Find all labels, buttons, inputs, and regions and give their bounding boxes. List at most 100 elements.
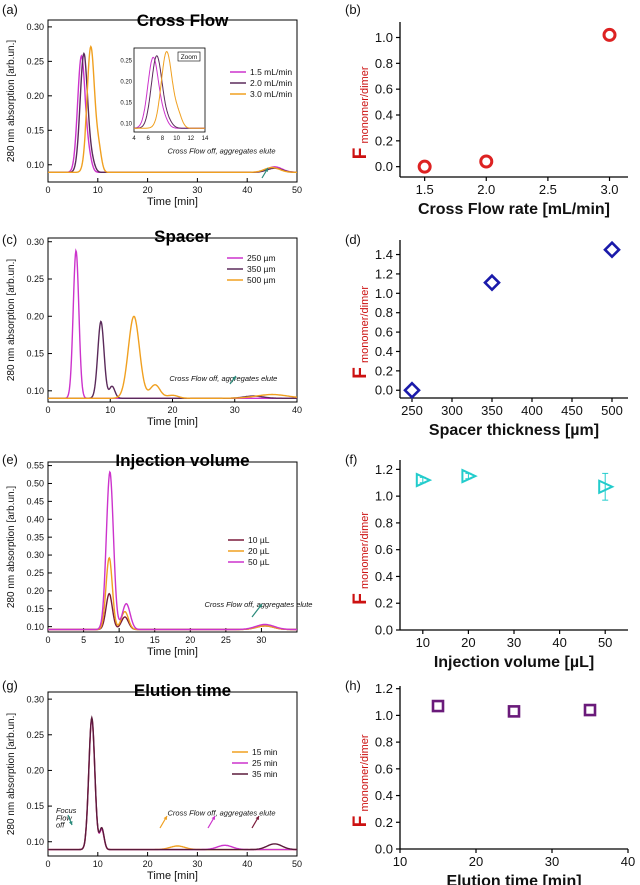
panel-label: (a): [2, 2, 18, 17]
x-tick-label: 25: [221, 635, 231, 645]
x-tick-label: 40: [292, 405, 302, 415]
panel-label: (f): [345, 452, 357, 467]
x-axis-label: Time [min]: [147, 646, 198, 658]
y-tick-label: 0.30: [26, 550, 44, 560]
x-tick-label: 50: [292, 185, 302, 195]
y-tick-label: 0.25: [26, 730, 44, 740]
y-tick-label: 0.20: [26, 766, 44, 776]
y-tick-label: 0.15: [26, 349, 44, 359]
y-tick-label: 0.45: [26, 497, 44, 507]
y-tick-label: 0.2: [375, 133, 393, 148]
x-tick-label: 10: [93, 859, 103, 869]
annotation-focus-flow: off: [56, 820, 65, 829]
focus-arrow-head: [68, 821, 73, 825]
x-tick-label: 250: [401, 403, 423, 418]
chart-title: Cross Flow: [137, 11, 229, 30]
y-tick-label: 1.4: [375, 247, 393, 262]
x-tick-label: 1.5: [416, 182, 434, 197]
legend-entry: 350 µm: [247, 264, 276, 274]
legend-entry: 500 µm: [247, 275, 276, 285]
y-tick-label: 0.4: [375, 344, 393, 359]
x-tick-label: 40: [621, 854, 635, 869]
legend-entry: 3.0 mL/min: [250, 89, 292, 99]
inset-x-tick-label: 12: [187, 136, 194, 142]
data-point: [602, 27, 617, 42]
legend-entry: 10 µL: [248, 535, 270, 545]
x-axis-label: Elution time [min]: [446, 873, 581, 885]
plot-frame: [47, 19, 298, 183]
inset-x-tick-label: 14: [202, 136, 209, 142]
y-tick-label: 0.4: [375, 108, 393, 123]
y-axis-label-main: F: [350, 593, 371, 605]
y-tick-label: 0.10: [26, 622, 44, 632]
y-tick-label: 0.50: [26, 479, 44, 489]
y-tick-label: 0.6: [375, 761, 393, 776]
y-tick-label: 0.0: [375, 842, 393, 857]
panel-label: (d): [345, 232, 361, 247]
x-tick-label: 30: [230, 405, 240, 415]
y-tick-label: 0.20: [26, 91, 44, 101]
data-point: [431, 699, 445, 713]
x-tick-label: 40: [242, 859, 252, 869]
y-tick-label: 0.20: [26, 586, 44, 596]
x-tick-label: 50: [292, 859, 302, 869]
y-tick-label: 0.30: [26, 694, 44, 704]
y-tick-label: 0.15: [26, 604, 44, 614]
x-tick-label: 20: [167, 405, 177, 415]
x-tick-label: 30: [256, 635, 266, 645]
y-tick-label: 0.10: [26, 386, 44, 396]
legend-entry: 250 µm: [247, 253, 276, 263]
inset-zoom-box: [177, 51, 201, 62]
legend-entry: 50 µL: [248, 557, 270, 567]
inset-x-tick-label: 4: [132, 136, 136, 142]
annotation-text: Cross Flow off, aggregates elute: [168, 808, 276, 817]
x-tick-label: 40: [552, 635, 566, 650]
x-tick-label: 50: [598, 635, 612, 650]
y-axis-label: 280 nm absorption [arb.un.]: [6, 40, 17, 163]
y-axis-label: 280 nm absorption [arb.un.]: [6, 486, 17, 609]
x-tick-label: 40: [242, 185, 252, 195]
series-line-3: [48, 315, 297, 399]
y-tick-label: 1.0: [375, 286, 393, 301]
inset-zoom: 4 6 8 10 12 14 0.10 0.15 0.20 0.25 Zoom: [120, 47, 209, 142]
y-axis-label: 280 nm absorption [arb.un.]: [6, 713, 17, 836]
y-tick-label: 0.10: [26, 160, 44, 170]
panel-label: (c): [2, 232, 17, 247]
x-tick-label: 15: [150, 635, 160, 645]
series-line-3: [48, 470, 297, 631]
data-point: [417, 159, 432, 174]
data-point: [415, 472, 433, 488]
x-tick-label: 450: [561, 403, 583, 418]
y-tick-label: 0.8: [375, 56, 393, 71]
plot-frame: [47, 691, 298, 857]
x-axis-label: Injection volume [µL]: [434, 654, 594, 671]
x-axis-label: Time [min]: [147, 870, 198, 882]
panel-d: 250 300 350 400 450 500 0.0 0.2 0.4 0.6 0.8 1.0 1.2 1…: [350, 240, 628, 439]
data-point: [479, 154, 494, 169]
inset-series-line-3: [134, 51, 205, 129]
y-tick-label: 0.4: [375, 569, 393, 584]
y-tick-label: 0.30: [26, 22, 44, 32]
y-tick-label: 0.15: [26, 125, 44, 135]
y-tick-label: 0.6: [375, 325, 393, 340]
chart-title: Spacer: [154, 227, 211, 246]
y-tick-label: 0.6: [375, 542, 393, 557]
x-tick-label: 400: [521, 403, 543, 418]
y-tick-label: 0.10: [26, 837, 44, 847]
legend-entry: 2.0 mL/min: [250, 78, 292, 88]
panel-f: 10 20 30 40 50 0.0 0.2 0.4 0.6 0.8 1.0 1.2 Injection…: [350, 460, 628, 671]
data-point: [603, 240, 621, 259]
legend-entry: 25 min: [252, 758, 278, 768]
x-tick-label: 20: [185, 635, 195, 645]
y-axis-label-main: F: [350, 148, 371, 160]
y-tick-label: 1.0: [375, 489, 393, 504]
x-tick-label: 20: [461, 635, 475, 650]
y-tick-label: 0.25: [26, 568, 44, 578]
panel-e: 0 5 10 15 20 25 30 0.10 0.15 0.20 0.25 0.30 0.35 0.40…: [6, 451, 312, 658]
x-tick-label: 300: [441, 403, 463, 418]
y-tick-label: 0.0: [375, 623, 393, 638]
x-tick-label: 10: [105, 405, 115, 415]
